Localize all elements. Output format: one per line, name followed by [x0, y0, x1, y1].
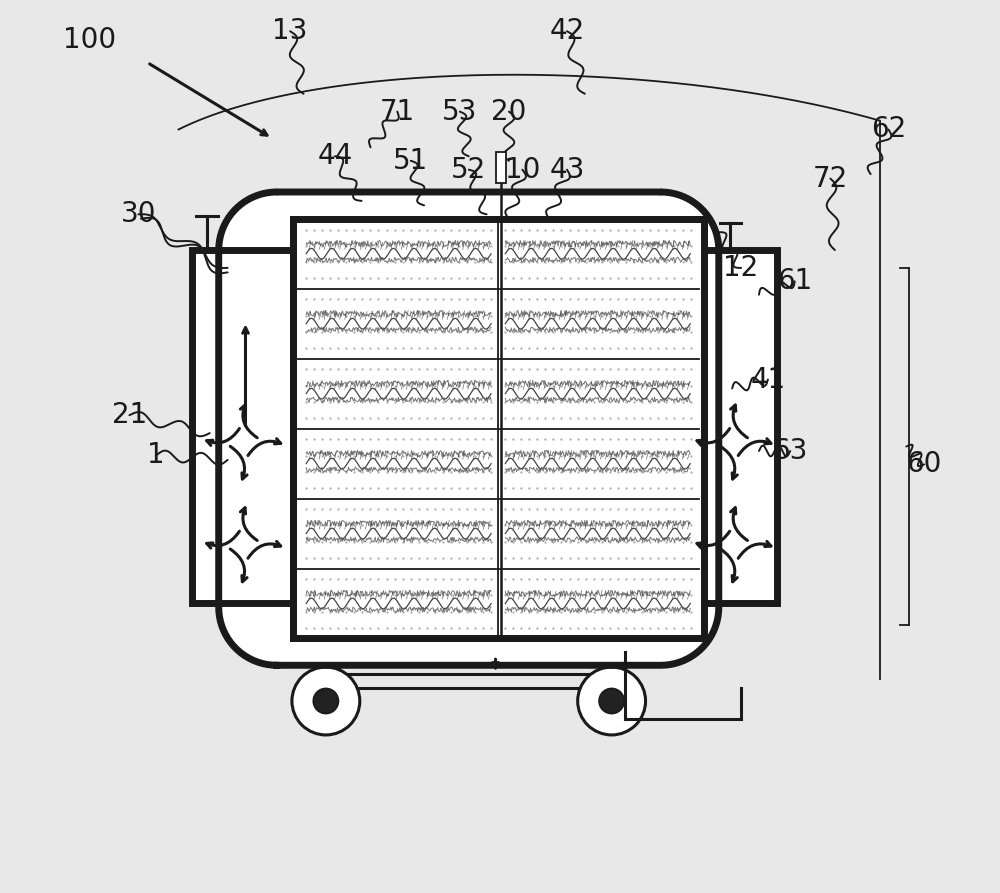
Bar — [302, 291, 496, 356]
Text: 1: 1 — [147, 441, 165, 470]
Text: 52: 52 — [451, 155, 486, 184]
Text: 44: 44 — [317, 142, 352, 171]
Bar — [501, 291, 695, 356]
Text: 51: 51 — [393, 146, 428, 175]
Bar — [302, 572, 496, 636]
Text: 71: 71 — [380, 97, 415, 126]
Bar — [302, 501, 496, 566]
Bar — [302, 221, 496, 286]
Bar — [501, 221, 695, 286]
Text: 41: 41 — [750, 365, 786, 394]
Text: 72: 72 — [813, 164, 848, 193]
Bar — [501, 501, 695, 566]
Bar — [501, 431, 695, 496]
Circle shape — [313, 689, 338, 714]
Text: 53: 53 — [442, 97, 478, 126]
Circle shape — [578, 667, 646, 735]
Text: 61: 61 — [777, 267, 812, 296]
Bar — [302, 431, 496, 496]
Bar — [293, 219, 704, 638]
Text: 43: 43 — [549, 155, 585, 184]
Bar — [302, 362, 496, 426]
Text: 42: 42 — [549, 17, 585, 46]
Bar — [293, 219, 704, 638]
Text: 13: 13 — [272, 17, 308, 46]
Circle shape — [599, 689, 624, 714]
Bar — [496, 152, 506, 183]
Bar — [501, 362, 695, 426]
Text: 21: 21 — [112, 401, 147, 430]
Text: 62: 62 — [871, 115, 906, 144]
Text: 60: 60 — [906, 450, 942, 479]
Bar — [315, 665, 337, 688]
Circle shape — [292, 667, 360, 735]
Polygon shape — [219, 192, 719, 665]
Bar — [501, 572, 695, 636]
Bar — [601, 665, 622, 688]
Text: 12: 12 — [723, 254, 759, 282]
Text: 20: 20 — [491, 97, 527, 126]
Text: 10: 10 — [505, 155, 540, 184]
Bar — [192, 250, 293, 603]
Text: 100: 100 — [63, 26, 116, 54]
Text: 30: 30 — [121, 200, 156, 229]
Text: 63: 63 — [773, 437, 808, 465]
Bar — [704, 250, 777, 603]
